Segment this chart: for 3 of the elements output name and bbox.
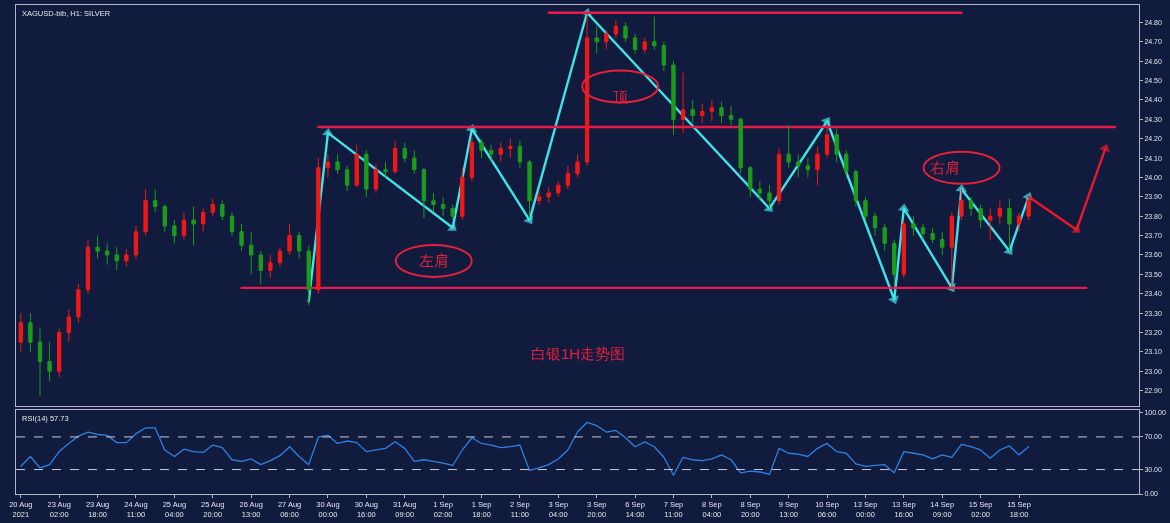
- annotation: 白银1H走势图: [531, 345, 626, 362]
- annotation: 右肩: [930, 159, 960, 176]
- annotation: 左肩: [419, 252, 449, 269]
